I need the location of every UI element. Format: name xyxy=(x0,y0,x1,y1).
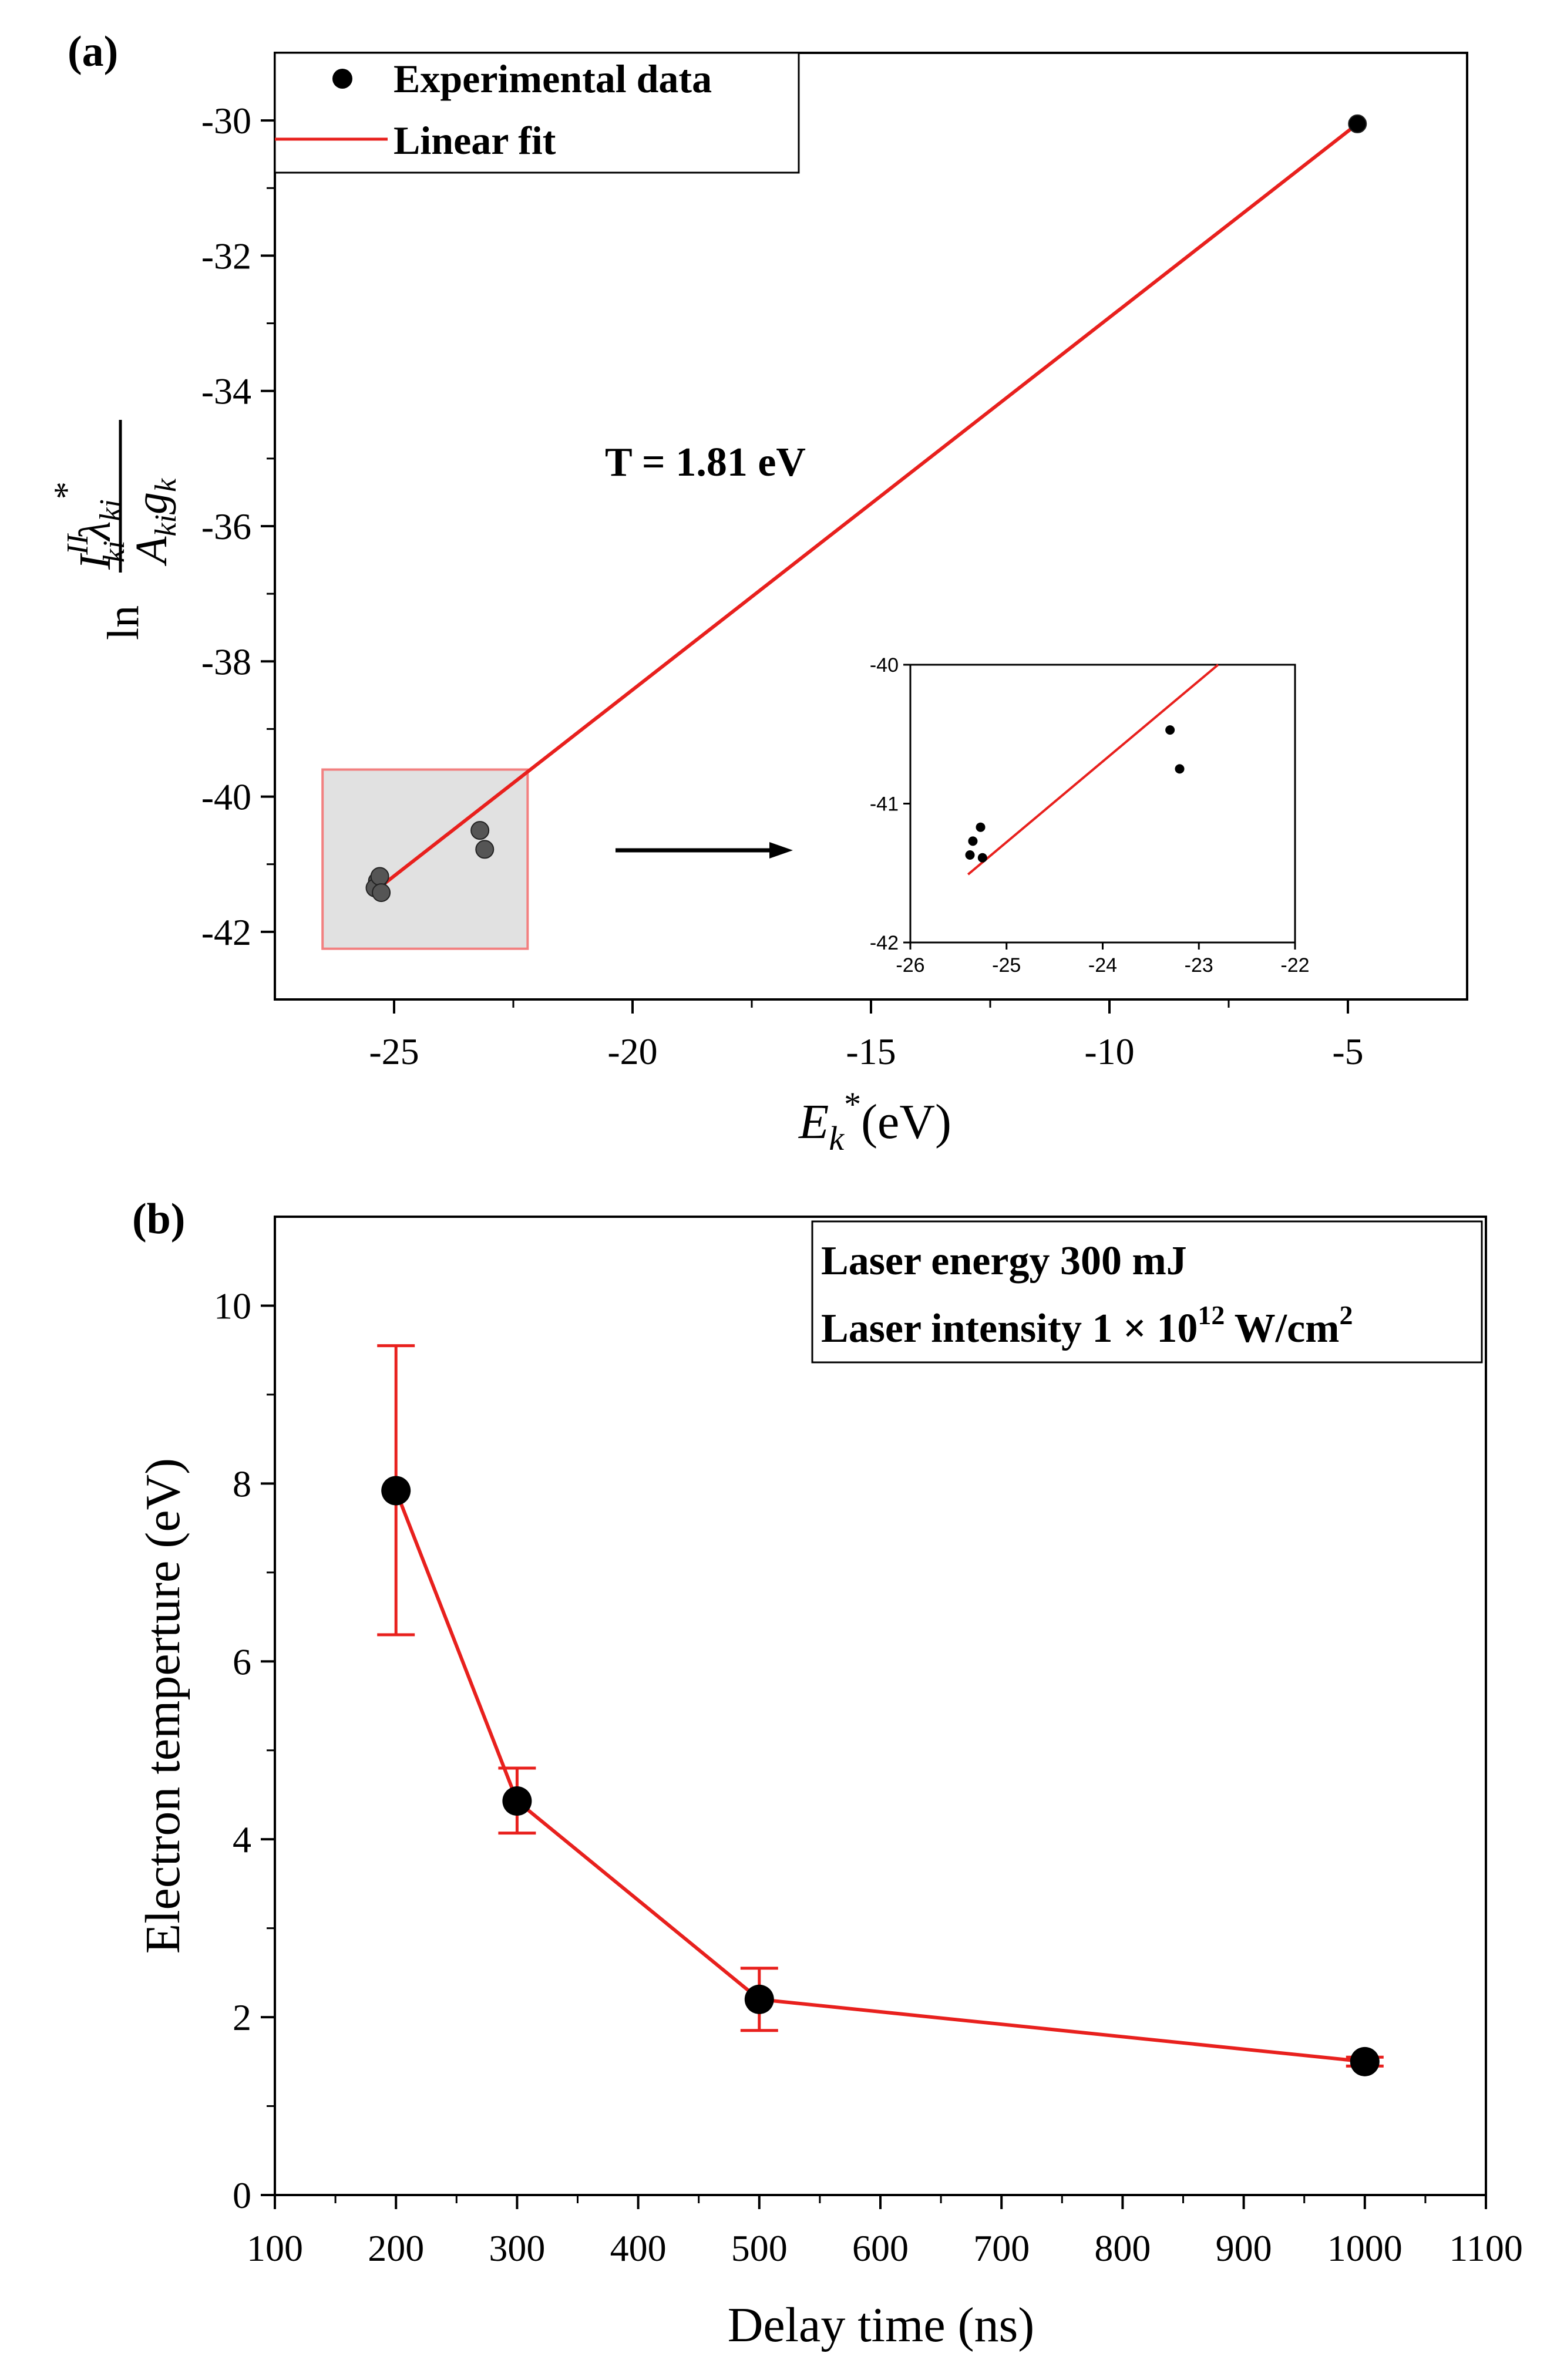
b-y-tick-label-4: 8 xyxy=(233,1463,251,1504)
temperature-point-1 xyxy=(502,1786,532,1816)
legend-label-experimental: Experimental data xyxy=(394,56,712,101)
inset-x-tick-label-4: -22 xyxy=(1280,954,1309,977)
y-tick-label-5: -32 xyxy=(201,235,251,277)
y-tick-label-3: -36 xyxy=(201,506,251,547)
data-point-6 xyxy=(1348,114,1367,133)
y-tick-label-2: -38 xyxy=(201,641,251,682)
panel-b-legend-box xyxy=(811,1220,1483,1364)
b-x-tick-label-3: 400 xyxy=(610,2227,667,2269)
b-x-tick-label-2: 300 xyxy=(489,2227,545,2269)
y-tick-label-0: -42 xyxy=(201,911,251,953)
inset-point-4 xyxy=(1165,725,1175,735)
data-point-5 xyxy=(475,840,495,859)
inset-x-tick-label-2: -24 xyxy=(1088,954,1117,977)
temperature-point-3 xyxy=(1350,2046,1380,2076)
data-point-3 xyxy=(372,883,391,903)
panel-a: (a) -25 -20 -15 -10 -5-42-40-38-36-34-32-30 … xyxy=(47,28,1468,1157)
panel-b-series-line xyxy=(394,1490,1366,2063)
b-x-tick-label-0: 100 xyxy=(247,2227,303,2269)
inset-y-tick-label-0: -42 xyxy=(870,932,899,954)
inset-x-tick-label-3: -23 xyxy=(1185,954,1213,977)
panel-b-error-bars xyxy=(377,1344,1384,2068)
b-x-tick-label-1: 200 xyxy=(368,2227,424,2269)
b-y-tick-label-2: 4 xyxy=(233,1819,251,1860)
inset-point-1 xyxy=(965,850,975,860)
panel-b-legend: Laser energy 300 mJ Laser intensity 1 × … xyxy=(811,1220,1483,1364)
temperature-annotation: T = 1.81 eV xyxy=(605,440,806,485)
panel-b-label: (b) xyxy=(132,1195,185,1243)
panel-a-legend-box xyxy=(274,52,800,174)
x-tick-label-0: -25 xyxy=(369,1031,419,1072)
b-x-tick-label-4: 500 xyxy=(731,2227,788,2269)
y-tick-label-4: -34 xyxy=(201,371,251,412)
data-point-2 xyxy=(370,867,389,886)
inset-point-3 xyxy=(977,853,987,863)
b-x-tick-label-6: 700 xyxy=(973,2227,1030,2269)
temperature-point-0 xyxy=(381,1476,411,1506)
y-label-denominator: Akigk xyxy=(127,478,183,567)
y-label-numerator: IIIkiλki* xyxy=(47,482,131,570)
temperature-line xyxy=(394,1490,1366,2063)
b-y-tick-label-1: 2 xyxy=(233,1997,251,2038)
x-tick-label-3: -10 xyxy=(1084,1031,1134,1072)
linear-fit-line xyxy=(369,122,1359,896)
b-y-tick-label-3: 6 xyxy=(233,1641,251,1682)
x-tick-label-2: -15 xyxy=(846,1031,896,1072)
panel-b-x-axis-label: Delay time (ns) xyxy=(728,2298,1035,2352)
inset-point-0 xyxy=(968,836,978,846)
panel-b-plot-frame xyxy=(274,1216,1487,2196)
inset-point-5 xyxy=(1175,764,1185,774)
legend-marker-experimental xyxy=(332,69,352,89)
panel-a-fit-line xyxy=(369,122,1359,896)
legend-laser-intensity: Laser intensity 1 × 1012 W/cm2 xyxy=(821,1300,1353,1351)
b-x-tick-label-7: 800 xyxy=(1094,2227,1151,2269)
panel-a-label: (a) xyxy=(68,28,118,76)
panel-a-y-axis-label: ln IIIkiλki* Akigk xyxy=(47,420,183,640)
inset-frame xyxy=(909,664,1296,944)
y-tick-label-1: -40 xyxy=(201,776,251,818)
b-x-tick-label-5: 600 xyxy=(852,2227,909,2269)
panel-a-legend: Experimental data Linear fit xyxy=(274,52,800,174)
y-tick-label-6: -30 xyxy=(201,100,251,142)
b-x-tick-label-10: 1100 xyxy=(1449,2227,1523,2269)
panel-b-data-points xyxy=(381,1476,1380,2076)
inset-fit-line xyxy=(967,664,1219,876)
b-y-tick-label-0: 0 xyxy=(233,2174,251,2216)
x-tick-label-4: -5 xyxy=(1332,1031,1363,1072)
panel-a-x-axis-label: Ek*(eV) xyxy=(798,1085,951,1157)
panel-b-y-axis-label: Electron temperture (eV) xyxy=(136,1458,190,1954)
y-label-ln: ln xyxy=(99,605,148,640)
b-y-tick-label-5: 10 xyxy=(214,1285,251,1327)
b-x-tick-label-8: 900 xyxy=(1216,2227,1272,2269)
data-point-4 xyxy=(470,821,490,840)
inset-x-tick-label-0: -26 xyxy=(896,954,924,977)
x-tick-label-1: -20 xyxy=(607,1031,657,1072)
panel-b-axes: 100 200 300 400 500 600 700 800 900 1000 1100 0 2 4 6 8… xyxy=(214,1285,1523,2269)
panel-a-axes: -25 -20 -15 -10 -5 -42 -40 -38 -36 -34 -32 -30 xyxy=(201,100,1364,1072)
temperature-point-2 xyxy=(744,1984,774,2014)
panel-a-data-points xyxy=(365,114,1367,903)
inset-x-tick-label-1: -25 xyxy=(992,954,1021,977)
b-x-tick-label-9: 1000 xyxy=(1327,2227,1403,2269)
inset-plot: -26 -25 -24 -23 -22 -42 -41 -40 xyxy=(870,654,1310,977)
inset-y-tick-label-2: -40 xyxy=(870,654,899,676)
panel-b: (b) 100 200 300 400 500 600 700 800 900 1000 1100 0… xyxy=(132,1195,1523,2352)
inset-y-tick-label-1: -41 xyxy=(870,793,899,816)
legend-label-linear-fit: Linear fit xyxy=(394,118,556,163)
legend-laser-energy: Laser energy 300 mJ xyxy=(821,1238,1187,1284)
inset-arrow xyxy=(616,842,793,859)
inset-point-2 xyxy=(976,822,986,832)
